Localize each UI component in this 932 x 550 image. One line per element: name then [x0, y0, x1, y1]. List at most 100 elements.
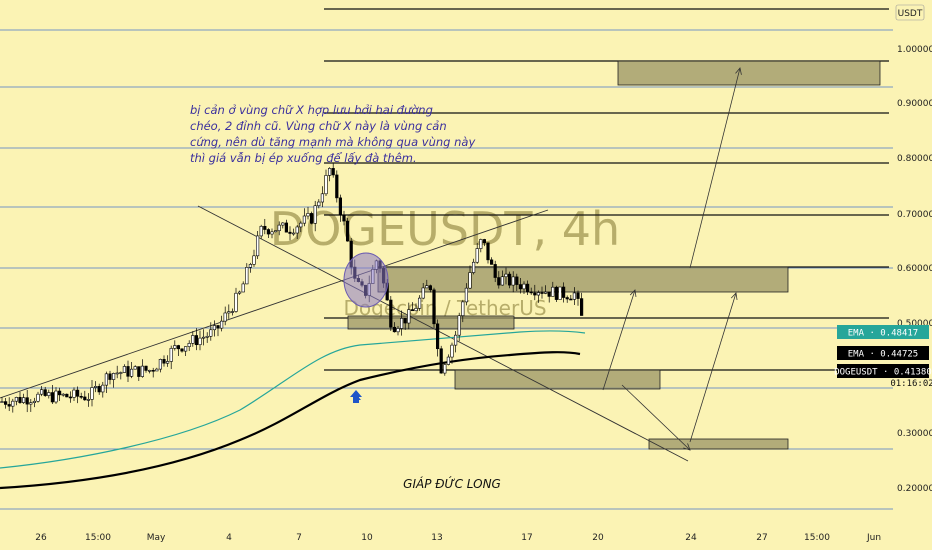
candle-body [324, 175, 328, 195]
candle-body [97, 386, 101, 393]
time-tick-label: 17 [521, 533, 532, 543]
candle-body [461, 301, 465, 316]
candle-body [273, 230, 278, 233]
candle-body [428, 285, 433, 291]
candle-body [169, 348, 173, 362]
candle-body [255, 235, 260, 257]
zone-box [377, 266, 789, 293]
candle-body [248, 264, 253, 268]
price-tick-label: 1.00000 [897, 45, 932, 55]
candle-body [223, 312, 227, 322]
candle-body [119, 372, 123, 374]
candle-body [277, 224, 281, 232]
candle-body [493, 264, 497, 278]
time-tick-label: 10 [361, 533, 373, 543]
candle-body [0, 401, 4, 403]
candle-body [140, 365, 145, 377]
projection-arrow [621, 384, 691, 451]
candle-body [176, 345, 181, 350]
candle-body [194, 335, 199, 346]
trend-lines [0, 205, 689, 462]
arrow-head [683, 443, 691, 451]
candle-body [392, 326, 397, 333]
zone-box [648, 438, 789, 450]
candle-body [479, 239, 483, 249]
buy-arrow-icon-shape [350, 390, 362, 403]
time-tick-label: 15:00 [804, 533, 830, 543]
candle-body [212, 325, 217, 331]
candle-body [65, 393, 69, 398]
candle-body [417, 297, 422, 309]
price-tick-label: 0.50000 [897, 319, 932, 329]
candle-body [486, 242, 490, 261]
price-tick-label: 0.90000 [897, 99, 932, 109]
candle-body [270, 231, 274, 235]
candle-body [327, 168, 332, 176]
candle-body [151, 369, 155, 372]
candle-body [198, 337, 202, 346]
candle-body [230, 311, 235, 313]
price-tick-label: 0.20000 [897, 484, 932, 494]
candle-body [216, 325, 220, 329]
candle-body [220, 320, 224, 329]
candle-body [79, 396, 83, 398]
time-tick-label: 26 [35, 533, 47, 543]
candle-body [281, 222, 285, 226]
candle-body [457, 315, 461, 336]
candle-body [61, 393, 65, 396]
candle-body [205, 335, 209, 338]
candle-body [11, 400, 15, 407]
candle-body [104, 373, 108, 386]
candle-body [25, 397, 29, 405]
arrow-head [735, 67, 742, 75]
candle-body [39, 389, 44, 395]
candle-body [522, 283, 526, 290]
candle-body [238, 291, 242, 294]
candle-body [396, 328, 400, 333]
candle-body [21, 397, 26, 403]
candle-body [72, 389, 76, 398]
candle-body [295, 226, 299, 234]
candle-body [259, 225, 263, 237]
projection-arrow [689, 67, 741, 269]
candle-body [288, 231, 292, 234]
time-tick-label: Jun [866, 533, 881, 543]
currency-label: USDT [898, 9, 923, 19]
candle-body [94, 386, 98, 388]
x-zone-circle [343, 252, 389, 308]
candle-body [515, 276, 519, 285]
candle-body [108, 373, 112, 380]
ema-slow-tag [837, 346, 929, 360]
time-tick-label: 24 [685, 533, 697, 543]
candle-body [432, 289, 436, 325]
candle-body [331, 168, 335, 176]
buy-arrow-icon [354, 392, 361, 400]
ema-slow-line [0, 351, 581, 490]
time-tick-label: 20 [592, 533, 604, 543]
candle-body [29, 402, 33, 405]
analysis-note: bị cản ở vùng chữ X hợp lưu bởi hai đườn… [190, 103, 475, 165]
candle-body [320, 193, 325, 203]
candle-countdown: 01:16:02 [890, 379, 932, 389]
candle-body [518, 284, 522, 290]
arrow-head [629, 289, 637, 297]
candle-body [529, 291, 533, 294]
candle-body [317, 201, 321, 207]
candle-body [335, 174, 339, 199]
time-tick-label: 4 [226, 533, 232, 543]
candle-body [561, 286, 566, 298]
candle-body [446, 356, 451, 365]
time-tick-label: 13 [431, 533, 442, 543]
candle-body [101, 384, 105, 393]
candle-body [450, 344, 454, 358]
candle-body [252, 255, 256, 265]
price-tick-label: 0.30000 [897, 429, 932, 439]
candle-body [137, 366, 141, 377]
candle-body [410, 309, 415, 312]
candle-body [407, 309, 411, 324]
ema-slow-tag-text: EMA · 0.44725 [848, 350, 918, 360]
candle-body [500, 276, 505, 286]
candle-body [309, 213, 314, 224]
ema-fast-tag-text: EMA · 0.48417 [848, 329, 918, 339]
